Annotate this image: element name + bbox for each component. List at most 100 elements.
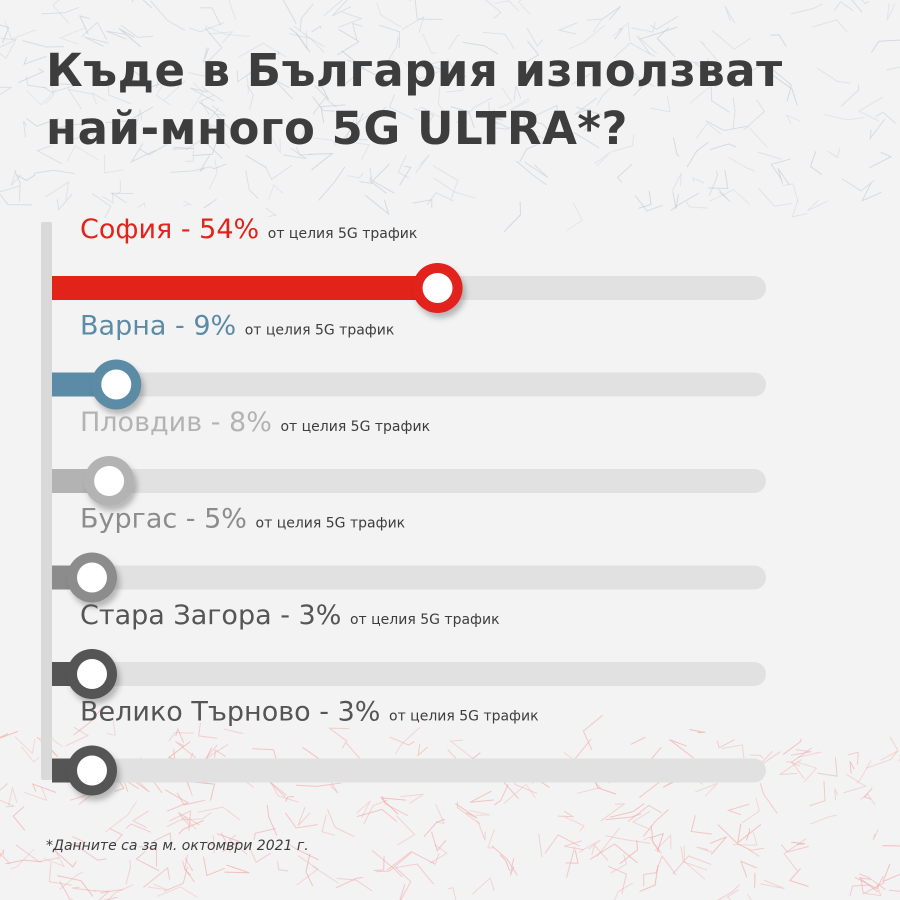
- pattern-line: [806, 199, 828, 212]
- pattern-line: [0, 37, 18, 48]
- pattern-line: [691, 177, 705, 184]
- pattern-line: [31, 783, 57, 793]
- pattern-line: [557, 22, 578, 35]
- pattern-line: [346, 172, 364, 179]
- pattern-line: [435, 804, 445, 824]
- bar-marker-center: [101, 369, 132, 400]
- pattern-line: [295, 30, 308, 52]
- pattern-line: [417, 743, 429, 757]
- pattern-line: [454, 803, 478, 819]
- pattern-line: [236, 70, 252, 83]
- pattern-line: [809, 781, 826, 807]
- pattern-line: [493, 108, 504, 121]
- pattern-line: [650, 95, 671, 113]
- pattern-line: [209, 159, 218, 190]
- pattern-line: [184, 854, 192, 876]
- pattern-line: [168, 731, 194, 742]
- chart-axis-bar: [41, 222, 52, 780]
- pattern-line: [809, 814, 837, 825]
- pattern-line: [297, 806, 311, 827]
- pattern-line: [624, 63, 655, 87]
- pattern-line: [671, 173, 682, 193]
- pattern-line: [175, 741, 197, 759]
- bar-track: [52, 469, 766, 493]
- pattern-line: [670, 192, 700, 212]
- pattern-line: [740, 860, 758, 878]
- pattern-line: [643, 872, 658, 887]
- value-suffix-label: от целия 5G трафик: [268, 226, 418, 242]
- pattern-line: [312, 96, 336, 112]
- pattern-line: [285, 796, 295, 802]
- pattern-line: [134, 777, 150, 793]
- pattern-line: [728, 157, 756, 172]
- pattern-line: [181, 811, 212, 821]
- category-label: Пловдив: [80, 407, 202, 438]
- pattern-line: [753, 872, 756, 889]
- pattern-line: [840, 84, 860, 107]
- pattern-line: [288, 843, 319, 861]
- pattern-line: [770, 67, 792, 102]
- pattern-line: [156, 886, 198, 898]
- pattern-line: [5, 859, 42, 865]
- pattern-line: [686, 201, 709, 209]
- pattern-line: [147, 883, 168, 891]
- pattern-line: [120, 24, 154, 38]
- pattern-line: [118, 28, 142, 48]
- pattern-line: [105, 106, 154, 124]
- pattern-line: [631, 810, 651, 831]
- pattern-line: [564, 816, 585, 832]
- pattern-line: [137, 202, 146, 209]
- pattern-line: [863, 787, 873, 800]
- pattern-line: [780, 844, 809, 853]
- pattern-line: [246, 85, 254, 110]
- pattern-line: [312, 865, 339, 884]
- pattern-line: [642, 809, 669, 837]
- pattern-line: [0, 783, 8, 791]
- pattern-line: [320, 104, 346, 124]
- pattern-line: [299, 3, 314, 32]
- pattern-line: [695, 58, 717, 77]
- pattern-line: [791, 841, 806, 845]
- pattern-line: [672, 137, 680, 157]
- pattern-line: [138, 845, 158, 867]
- pattern-line: [533, 104, 558, 117]
- bar-marker-center: [77, 659, 107, 689]
- pattern-line: [223, 728, 244, 735]
- pattern-line: [245, 169, 259, 200]
- pattern-line: [736, 823, 762, 845]
- pattern-line: [591, 844, 609, 862]
- value-suffix-label: от целия 5G трафик: [350, 612, 500, 628]
- pattern-line: [364, 194, 390, 216]
- pattern-line: [469, 809, 491, 816]
- pattern-line: [672, 192, 679, 209]
- pattern-line: [52, 737, 63, 747]
- pattern-line: [33, 169, 75, 174]
- pattern-line: [627, 804, 662, 822]
- pattern-line: [503, 783, 536, 805]
- pattern-line: [210, 163, 227, 170]
- pattern-line: [414, 0, 443, 21]
- pattern-line: [604, 835, 651, 844]
- pattern-line: [639, 865, 659, 892]
- pattern-line: [866, 751, 898, 769]
- pattern-line: [882, 845, 900, 847]
- pattern-line: [185, 138, 223, 159]
- pattern-line: [649, 832, 664, 852]
- pattern-line: [163, 866, 188, 892]
- pattern-line: [59, 871, 84, 890]
- pattern-line: [517, 0, 531, 15]
- pattern-line: [689, 82, 717, 104]
- pattern-line: [264, 50, 280, 58]
- pattern-line: [72, 886, 97, 892]
- pattern-line: [208, 124, 231, 149]
- pattern-line: [43, 847, 65, 868]
- pattern-line: [613, 42, 656, 59]
- pattern-line: [371, 163, 395, 194]
- value-suffix-label: от целия 5G трафик: [389, 709, 539, 725]
- pattern-line: [252, 748, 277, 759]
- pattern-line: [246, 75, 249, 95]
- pattern-line: [565, 847, 576, 878]
- category-label: Велико Търново: [80, 697, 311, 728]
- bar-track: [52, 565, 766, 590]
- bar-label: Стара Загора - 3% от целия 5G трафик: [80, 600, 500, 631]
